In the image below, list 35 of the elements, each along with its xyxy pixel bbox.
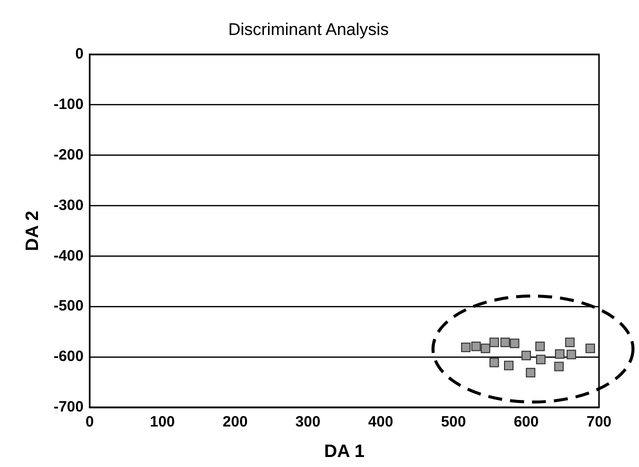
point xyxy=(554,349,564,359)
y-tick-label: -700 xyxy=(54,398,84,416)
y-axis-title: DA 2 xyxy=(22,210,42,252)
point xyxy=(521,350,531,360)
x-tick-label: 100 xyxy=(150,414,175,431)
point xyxy=(586,344,596,354)
point xyxy=(526,368,536,378)
x-tick-label: 600 xyxy=(514,414,539,431)
point xyxy=(461,342,471,352)
point xyxy=(471,342,481,352)
point xyxy=(565,338,575,348)
y-tick-label: -300 xyxy=(54,196,84,214)
point xyxy=(536,354,546,364)
y-tick-label: -400 xyxy=(54,247,84,264)
y-tick-label: -500 xyxy=(54,298,84,315)
point xyxy=(510,338,520,348)
chart-title: Discriminant Analysis xyxy=(228,20,389,39)
point xyxy=(566,350,576,360)
point xyxy=(489,338,499,348)
point xyxy=(500,338,510,348)
x-tick-label: 700 xyxy=(586,414,612,431)
x-tick-label: 200 xyxy=(222,414,248,431)
y-tick-label: -600 xyxy=(54,348,84,366)
point xyxy=(480,344,490,354)
y-tick-label: -200 xyxy=(54,146,84,164)
x-tick-label: 500 xyxy=(440,414,466,431)
y-tick-label: -100 xyxy=(54,96,84,113)
x-axis-title: DA 1 xyxy=(324,441,364,462)
point xyxy=(489,358,499,368)
point xyxy=(504,360,514,370)
x-tick-label: 400 xyxy=(368,414,394,431)
point xyxy=(535,342,545,352)
y-tick-label: 0 xyxy=(75,46,84,63)
point xyxy=(554,362,564,372)
x-tick-label: 300 xyxy=(295,414,320,431)
